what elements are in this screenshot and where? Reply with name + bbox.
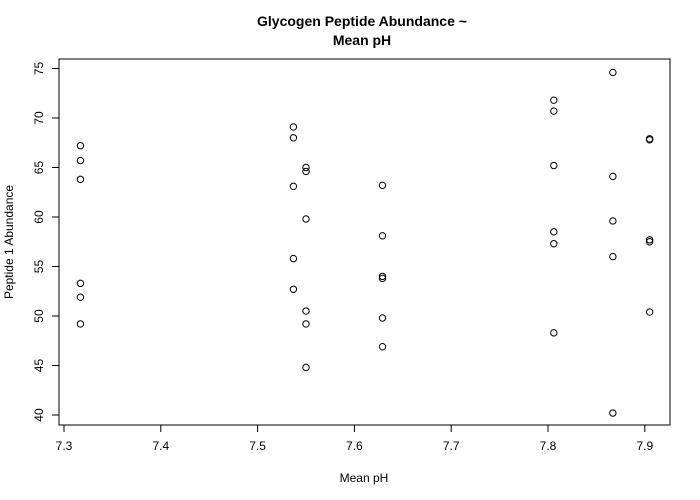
data-point [302,320,310,328]
chart-title-line-2: Mean pH [333,32,391,48]
data-point [76,142,85,150]
data-point [378,232,387,240]
data-point [76,156,85,165]
data-point [302,215,310,223]
data-point [378,272,387,281]
y-axis: 40 45 50 55 60 65 70 75 [32,62,60,422]
x-tick-label: 7.3 [56,439,73,453]
data-point [302,307,310,315]
data-point [378,274,387,283]
y-tick-label: 70 [32,111,46,125]
y-tick-label: 45 [32,359,46,373]
data-point [76,279,85,288]
data-point [550,161,558,170]
data-point [289,182,298,191]
x-tick-label: 7.7 [443,439,460,453]
y-tick-label: 40 [32,408,46,422]
data-point [609,68,617,77]
data-point [302,167,310,176]
data-point [609,409,617,417]
y-tick-label: 60 [32,210,46,224]
data-point [378,342,387,351]
x-tick-label: 7.4 [152,439,169,453]
data-point [289,285,298,293]
chart-title-line-1: Glycogen Peptide Abundance ~ [257,13,467,29]
y-tick-label: 75 [32,62,46,76]
chart-title: Glycogen Peptide Abundance ~ Mean pH [257,13,467,48]
plot-frame [58,58,671,426]
x-axis-label: Mean pH [340,471,389,485]
data-point [609,172,617,181]
data-point [76,320,85,328]
data-point [289,254,298,263]
data-point [378,314,387,322]
data-point [378,181,387,190]
data-point [645,238,654,246]
y-axis-label: Peptide 1 Abundance [2,185,16,299]
x-tick-label: 7.6 [346,439,363,453]
data-point [550,107,558,115]
y-tick-label: 50 [32,309,46,323]
data-point [645,236,654,244]
data-point [609,252,617,261]
y-tick-label: 55 [32,260,46,274]
data-point [645,136,654,144]
y-tick-label: 65 [32,161,46,175]
data-point [550,96,558,104]
data-point [289,123,298,131]
data-points [76,68,654,417]
data-point [302,363,310,372]
data-point [550,329,558,337]
x-tick-label: 7.9 [636,439,653,453]
data-point [76,175,85,184]
data-point [609,217,617,225]
data-point [289,134,298,142]
data-point [302,163,310,172]
data-point [550,228,558,236]
x-axis: 7.3 7.4 7.5 7.6 7.7 7.8 7.9 [56,424,653,453]
data-point [550,240,558,248]
data-point [76,293,85,301]
x-tick-label: 7.5 [249,439,266,453]
x-tick-label: 7.8 [540,439,557,453]
data-point [645,308,654,316]
